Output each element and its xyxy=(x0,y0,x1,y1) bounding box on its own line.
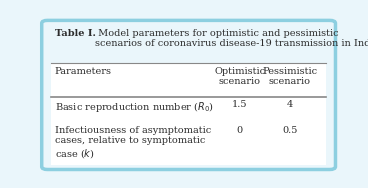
Text: Pessimistic
scenario: Pessimistic scenario xyxy=(262,67,318,86)
Text: 1.5: 1.5 xyxy=(232,100,248,109)
Text: 4: 4 xyxy=(287,100,293,109)
Text: 0.5: 0.5 xyxy=(282,126,298,135)
Text: Infectiousness of asymptomatic
cases, relative to symptomatic
case ($k$): Infectiousness of asymptomatic cases, re… xyxy=(54,126,211,160)
FancyBboxPatch shape xyxy=(42,20,336,170)
Text: Basic reproduction number ($R_0$): Basic reproduction number ($R_0$) xyxy=(54,100,214,114)
Text: Optimistic
scenario: Optimistic scenario xyxy=(215,67,265,86)
Text: Parameters: Parameters xyxy=(54,67,112,76)
Text: Table I.: Table I. xyxy=(54,29,95,38)
Text: 0: 0 xyxy=(237,126,243,135)
Bar xyxy=(51,64,326,165)
Text: Model parameters for optimistic and pessimistic
scenarios of coronavirus disease: Model parameters for optimistic and pess… xyxy=(95,29,368,49)
